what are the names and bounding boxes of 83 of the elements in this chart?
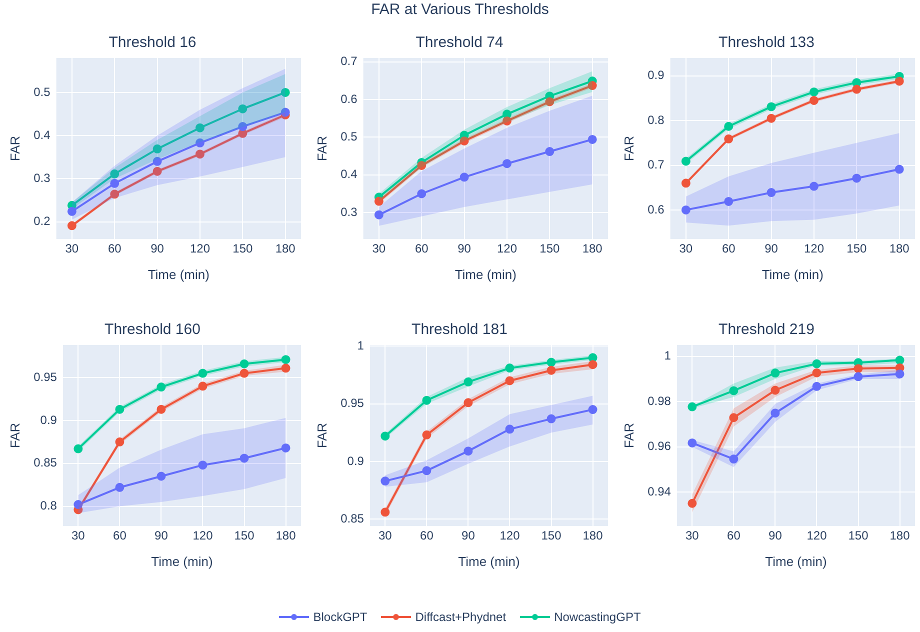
x-tick-label: 180 <box>582 528 604 543</box>
x-tick-label: 60 <box>722 242 736 256</box>
x-tick-label: 180 <box>275 242 296 256</box>
y-tick-label: 0.5 <box>34 84 51 99</box>
chart-title: Threshold 181 <box>412 321 508 338</box>
y-tick-label: 0.6 <box>648 202 665 216</box>
x-tick-label: 150 <box>232 242 253 256</box>
x-tick-label: 30 <box>378 528 392 543</box>
legend-label: NowcastingGPT <box>554 610 641 624</box>
x-tick-label: 120 <box>496 242 518 256</box>
x-axis-title: Time (min) <box>148 266 210 282</box>
y-tick-label: 0.96 <box>648 439 672 454</box>
y-tick-label: 0.5 <box>340 130 358 144</box>
y-tick-label: 0.3 <box>340 204 358 219</box>
x-tick-label: 90 <box>764 242 778 256</box>
y-tick-label: 0.7 <box>648 158 665 172</box>
y-axis-title: FAR <box>621 136 636 162</box>
x-tick-label: 30 <box>686 528 700 543</box>
x-axis-title: Time (min) <box>458 554 520 569</box>
chart-title: Threshold 219 <box>718 321 814 338</box>
chart-title: Threshold 133 <box>718 34 814 52</box>
x-tick-label: 150 <box>846 242 867 256</box>
x-tick-label: 60 <box>113 528 127 543</box>
y-axis-title: FAR <box>314 422 330 448</box>
x-tick-label: 150 <box>234 528 255 543</box>
x-tick-label: 150 <box>540 242 560 256</box>
y-tick-label: 0.95 <box>34 370 58 384</box>
y-axis-title: FAR <box>621 422 636 448</box>
x-axis-title: Time (min) <box>765 554 827 569</box>
x-tick-label: 180 <box>890 528 910 543</box>
y-tick-label: 0.95 <box>340 396 364 410</box>
x-axis-title: Time (min) <box>454 266 516 282</box>
x-tick-label: 120 <box>192 528 214 543</box>
x-tick-label: 180 <box>582 242 603 256</box>
x-tick-label: 90 <box>154 528 168 543</box>
x-tick-label: 150 <box>541 528 562 543</box>
y-tick-label: 0.8 <box>648 112 665 127</box>
x-axis-title: Time (min) <box>151 554 213 569</box>
x-tick-label: 120 <box>804 242 824 256</box>
y-tick-label: 0.6 <box>340 92 358 106</box>
y-tick-label: 1 <box>664 348 672 363</box>
y-axis-title: FAR <box>314 136 330 162</box>
x-tick-label: 120 <box>500 528 520 543</box>
chart-title: Threshold 16 <box>108 34 196 52</box>
chart-title: Threshold 160 <box>104 321 200 338</box>
y-tick-label: 0.4 <box>340 167 358 182</box>
x-tick-label: 30 <box>72 528 86 543</box>
x-tick-label: 180 <box>276 528 296 543</box>
x-tick-label: 90 <box>458 242 472 256</box>
y-tick-label: 0.94 <box>648 484 672 498</box>
y-axis-title: FAR <box>7 422 22 448</box>
x-tick-label: 120 <box>806 528 828 543</box>
y-tick-label: 0.85 <box>34 456 58 470</box>
x-tick-label: 90 <box>150 242 164 256</box>
x-tick-label: 30 <box>679 242 693 256</box>
x-tick-label: 60 <box>727 528 741 543</box>
y-tick-label: 0.3 <box>34 170 51 185</box>
y-tick-label: 1 <box>357 338 364 352</box>
x-tick-label: 120 <box>190 242 210 256</box>
x-tick-label: 90 <box>462 528 476 543</box>
x-tick-label: 60 <box>414 242 429 256</box>
y-tick-label: 0.4 <box>34 128 51 142</box>
x-axis-title: Time (min) <box>762 266 824 282</box>
y-tick-label: 0.2 <box>34 214 51 228</box>
y-tick-label: 0.9 <box>347 454 364 468</box>
x-tick-label: 60 <box>420 528 434 543</box>
chart-title: Threshold 74 <box>416 34 504 52</box>
x-tick-label: 180 <box>889 242 910 256</box>
y-tick-label: 0.98 <box>648 394 672 408</box>
x-tick-label: 150 <box>848 528 869 543</box>
y-tick-label: 0.9 <box>40 412 58 427</box>
y-tick-label: 0.9 <box>648 68 665 82</box>
y-tick-label: 0.85 <box>340 511 364 526</box>
text: FAR at Various Thresholds <box>370 1 550 18</box>
y-axis-title: FAR <box>7 136 22 162</box>
x-tick-label: 30 <box>65 242 79 256</box>
x-tick-label: 90 <box>768 528 782 543</box>
x-tick-label: 30 <box>372 242 386 256</box>
legend-label: Diffcast+Phydnet <box>415 610 506 624</box>
legend-label: BlockGPT <box>313 610 368 624</box>
y-tick-label: 0.8 <box>40 498 58 513</box>
x-tick-label: 60 <box>108 242 122 256</box>
y-tick-label: 0.7 <box>340 54 358 68</box>
